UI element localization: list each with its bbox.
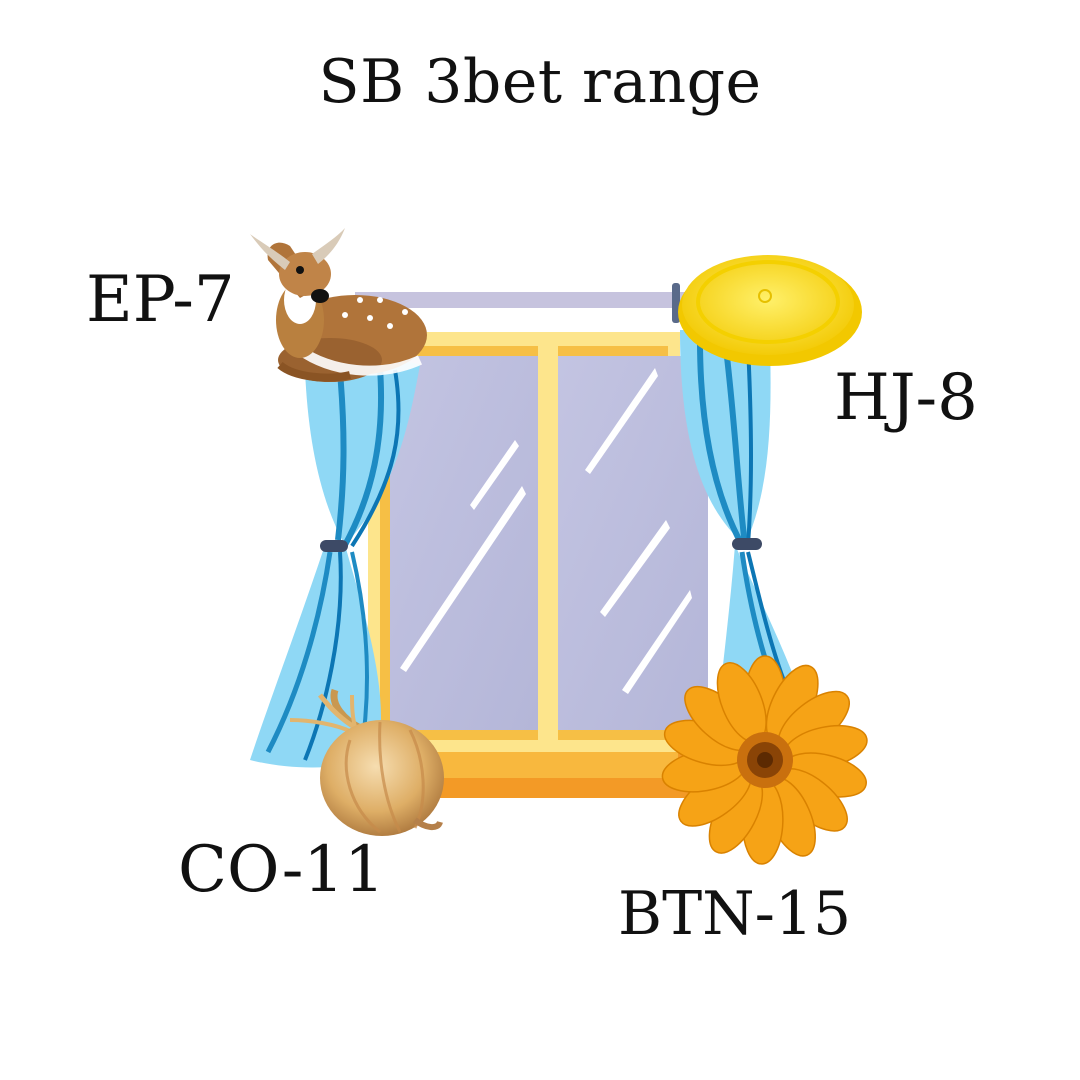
label-hj: HJ-8: [834, 361, 978, 435]
label-ep: EP-7: [86, 263, 235, 337]
window-icon: [355, 292, 708, 798]
onion-icon: [289, 688, 444, 836]
label-co: CO-11: [178, 833, 385, 907]
left-curtain: [250, 359, 420, 768]
yellow-lid-icon: [678, 255, 862, 366]
window-pane-left: [390, 356, 538, 730]
label-btn: BTN-15: [618, 879, 852, 949]
window-pane-right: [558, 356, 708, 730]
deer-icon: [250, 228, 427, 382]
sunflower-icon: [661, 655, 868, 865]
chart-title: SB 3bet range: [318, 47, 762, 117]
